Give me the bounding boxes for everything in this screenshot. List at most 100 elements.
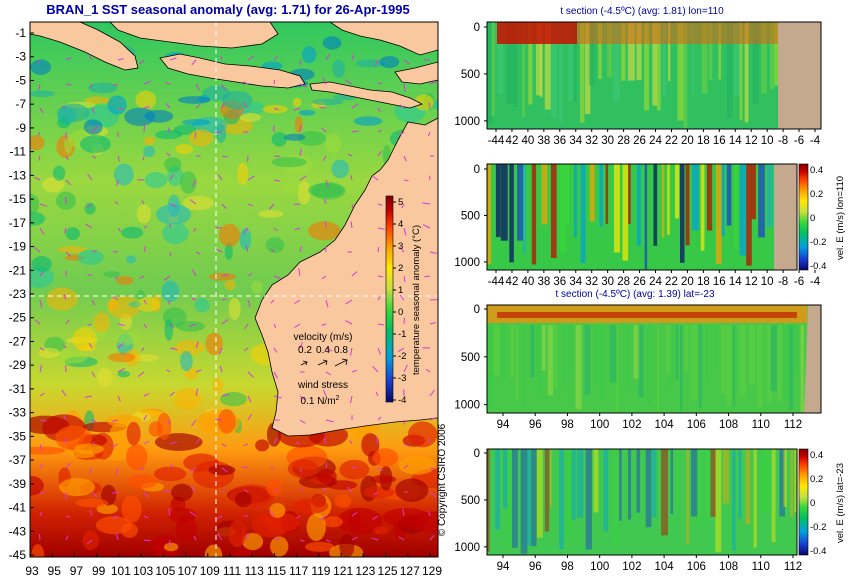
p4-stripe <box>536 449 543 538</box>
velocity-vector <box>273 79 276 85</box>
anomaly-patch <box>266 479 283 497</box>
velocity-scale-3: 0.8 <box>334 345 348 356</box>
p4-stripe <box>794 449 797 513</box>
velocity-vector <box>91 126 99 133</box>
velocity-vector <box>422 224 431 229</box>
velocity-vector <box>325 371 332 376</box>
colorbar-tick-label: -3 <box>398 373 406 384</box>
p4-x-tick-label: 106 <box>687 561 706 573</box>
p2-y-axis: 0 500 1000 <box>454 164 487 269</box>
p3-stripe <box>625 325 630 388</box>
p2-stripe <box>700 164 705 251</box>
p4-stripe <box>571 449 576 520</box>
p2-stripe <box>726 164 732 226</box>
p4-colorbar-tick-label: 0.4 <box>810 450 823 461</box>
velocity-vector <box>350 221 353 229</box>
anomaly-patch <box>75 498 109 508</box>
velocity-vector <box>163 490 171 493</box>
p1-y-tick-label: 0 <box>474 22 480 34</box>
anomaly-patch <box>161 280 180 303</box>
velocity-vector <box>372 491 379 496</box>
p2-y-tick-label: 1000 <box>454 257 480 269</box>
p4-stripe <box>613 449 618 547</box>
velocity-vector <box>403 155 407 162</box>
velocity-vector <box>89 83 93 88</box>
velocity-vector <box>34 319 41 325</box>
lat-tick-label: -25 <box>9 311 27 325</box>
velocity-vector <box>166 369 171 373</box>
sulawesi-land <box>329 22 438 56</box>
anomaly-patch <box>311 98 344 106</box>
velocity-vector <box>377 296 381 301</box>
p4-x-tick-label: 110 <box>752 561 770 573</box>
arrow-large-icon <box>334 358 348 367</box>
velocity-vector <box>86 203 93 208</box>
velocity-vector <box>219 365 223 373</box>
anomaly-patch <box>136 289 145 301</box>
anomaly-patch <box>228 297 241 320</box>
velocity-vector <box>39 107 44 114</box>
p3-stripe <box>553 325 558 389</box>
anomaly-patch <box>155 204 192 225</box>
velocity-vector <box>429 80 438 85</box>
p2-x-tick-label: 36 <box>553 276 566 288</box>
p3-x-axis: 94 96 98 100 102 104 106 108 110 112 <box>497 413 802 431</box>
anomaly-patch <box>79 135 111 154</box>
velocity-vector <box>270 299 275 304</box>
anomaly-patch <box>287 459 319 479</box>
velocity-vector <box>190 419 197 427</box>
p3-stripes <box>487 325 815 412</box>
anomaly-patch <box>297 180 311 205</box>
p4-stripe <box>686 449 690 545</box>
p3-stripe <box>584 325 590 395</box>
lat-tick-label: -23 <box>9 287 27 301</box>
p4-stripe <box>710 449 716 517</box>
anomaly-patch <box>348 510 362 532</box>
velocity-vector <box>216 533 223 541</box>
anomaly-patch <box>184 367 198 381</box>
p2-stripe <box>589 164 595 222</box>
p3-stripe <box>521 325 524 408</box>
anomaly-patch <box>127 474 158 489</box>
p4-stripe <box>704 449 710 522</box>
velocity-vector <box>39 419 47 422</box>
anomaly-patch <box>30 211 46 226</box>
velocity-vector <box>143 323 148 329</box>
velocity-vector <box>246 533 249 541</box>
velocity-vector <box>38 155 41 161</box>
p3-stripe <box>575 325 582 410</box>
p1-stripe <box>677 22 684 121</box>
anomaly-patch <box>96 503 118 514</box>
p4-stripe <box>507 449 514 547</box>
velocity-vector <box>91 299 96 306</box>
p1-stripe <box>621 22 626 81</box>
velocity-vector <box>273 347 278 353</box>
p1-x-tick-label: 20 <box>681 135 694 147</box>
anomaly-patch <box>372 448 399 467</box>
velocity-vector <box>65 535 69 541</box>
p2-stripe <box>751 164 756 220</box>
velocity-vector <box>167 127 171 133</box>
velocity-vector <box>195 388 199 397</box>
p1-stripe <box>668 22 671 81</box>
anomaly-patch <box>30 266 55 288</box>
p3-y-tick-label: 1000 <box>454 400 480 412</box>
p3-stripe <box>594 325 598 383</box>
anomaly-patch <box>82 530 99 551</box>
velocity-vector <box>221 467 228 473</box>
p1-stripe <box>692 22 695 97</box>
velocity-scale-1: 0.2 <box>298 345 312 356</box>
velocity-vector <box>114 275 119 280</box>
velocity-vector <box>399 104 405 109</box>
p4-stripe <box>691 449 698 517</box>
velocity-vector <box>217 515 223 520</box>
p4-stripe <box>661 449 669 536</box>
p2-stripes <box>487 164 780 270</box>
velocity-vector <box>87 273 93 277</box>
lon-tick-label: 107 <box>178 564 198 578</box>
p1-stripe <box>683 22 688 128</box>
anomaly-patch <box>121 495 142 523</box>
velocity-vector <box>325 299 329 308</box>
velocity-vector <box>325 539 331 543</box>
anomaly-patch <box>339 459 370 480</box>
